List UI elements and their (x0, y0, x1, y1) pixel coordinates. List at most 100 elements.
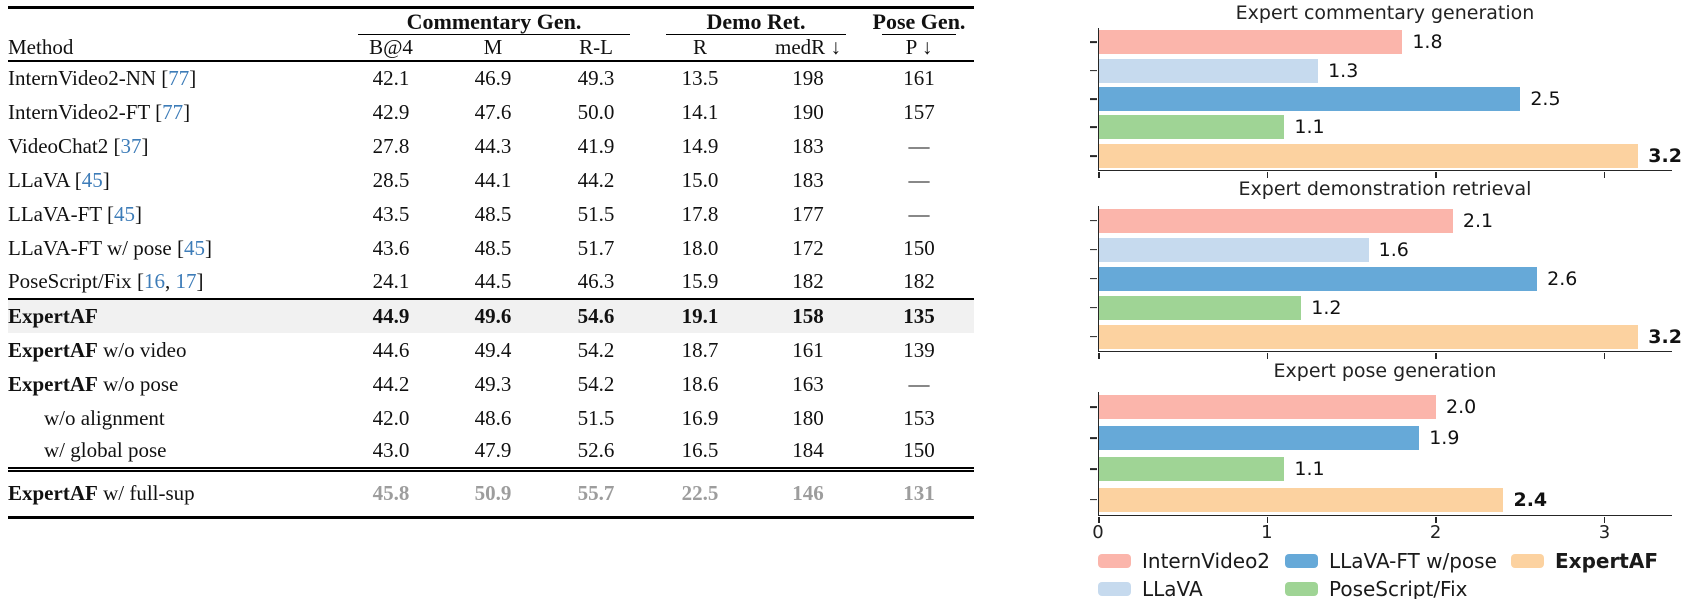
value-cell: 50.9 (474, 481, 512, 505)
method-cell: InternVideo2-NN [77] (8, 66, 197, 90)
bar-value-label: 1.1 (1294, 457, 1325, 480)
value-cell: 48.6 (474, 405, 512, 430)
bar-row: 1.1 (1099, 456, 1672, 481)
results-table: Commentary Gen. Demo Ret. Pose Gen. Meth… (8, 6, 974, 519)
value-cell: 183 (792, 167, 824, 192)
bar-row: 2.4 (1099, 487, 1672, 512)
x-axis-tick (1098, 353, 1100, 359)
bar-row: 1.2 (1099, 295, 1672, 320)
value-cell: 182 (792, 269, 824, 293)
bar-value-label: 1.9 (1429, 427, 1460, 450)
bar-row: 2.0 (1099, 395, 1672, 420)
bar-value-label: 2.6 (1547, 267, 1578, 290)
legend-swatch (1098, 582, 1131, 596)
table-section-2: ExpertAF w/ full-sup 45.8 50.9 55.7 22.5 146 1… (8, 469, 974, 517)
method-cell: w/ global pose (44, 438, 167, 463)
column-header-row: Method B@4 M R-L R medR ↓ P ↓ (8, 35, 974, 61)
value-cell: — (908, 371, 930, 396)
value-cell: 163 (792, 371, 824, 396)
value-cell: 15.0 (681, 167, 719, 192)
value-cell: 54.2 (577, 337, 615, 362)
bar-row: 2.6 (1099, 266, 1672, 291)
legend-label: LLaVA (1142, 577, 1203, 599)
column-header-method: Method (8, 35, 74, 59)
x-axis-tick (1435, 353, 1437, 359)
bar (1099, 266, 1538, 291)
group-header-spacer (8, 8, 340, 36)
value-cell: 146 (792, 481, 824, 505)
value-cell: — (908, 167, 930, 192)
citation-link[interactable]: 77 (168, 66, 190, 90)
bar-value-label: 3.2 (1648, 144, 1682, 167)
chart-legend: InternVideo2 LLaVA-FT w/pose ExpertAF LLaVA… (1098, 549, 1685, 599)
x-axis-tick-label: 0 (1092, 522, 1104, 543)
value-cell: 49.4 (474, 337, 512, 362)
value-cell: 42.0 (372, 405, 410, 430)
value-cell: 54.6 (544, 299, 648, 333)
value-cell: 41.9 (577, 133, 615, 158)
bar-value-label: 2.5 (1530, 87, 1561, 110)
value-cell: 49.3 (577, 66, 615, 90)
bar-value-label: 2.1 (1462, 209, 1494, 232)
column-header-medr: medR ↓ (775, 35, 841, 59)
value-cell: 28.5 (372, 167, 410, 192)
bar (1099, 30, 1403, 55)
value-cell: 44.2 (577, 167, 615, 192)
chart-plot: 2.0 1.9 1.1 2.4 (1098, 392, 1672, 523)
bar-value-label: 3.2 (1648, 325, 1682, 348)
value-cell: 150 (903, 438, 935, 463)
x-axis-tick (1098, 172, 1100, 178)
citation-link[interactable]: 77 (162, 99, 184, 124)
legend-label: PoseScript/Fix (1329, 577, 1468, 599)
column-header-rl: R-L (579, 35, 613, 59)
value-cell: — (908, 201, 930, 226)
value-cell: 51.7 (577, 235, 615, 260)
value-cell: 54.2 (577, 371, 615, 396)
value-cell: 150 (903, 235, 935, 260)
legend-item: LLaVA (1098, 577, 1203, 599)
value-cell: 46.9 (474, 66, 512, 90)
column-header-p: P ↓ (905, 35, 933, 59)
citation-link[interactable]: 45 (113, 201, 135, 226)
method-cell: ExpertAF w/ full-sup (8, 481, 195, 505)
value-cell: 27.8 (372, 133, 410, 158)
citation-link[interactable]: 17 (175, 269, 197, 293)
value-cell: 44.1 (474, 167, 512, 192)
value-cell: 135 (864, 299, 974, 333)
table-row: LLaVA-FT w/ pose [45] 43.6 48.5 51.7 18.0 172… (8, 231, 974, 265)
citation-link[interactable]: 16 (143, 269, 165, 293)
method-cell: InternVideo2-FT [77] (8, 99, 191, 124)
value-cell: 16.9 (681, 405, 719, 430)
column-header-b4: B@4 (369, 35, 413, 59)
value-cell: 46.3 (577, 269, 615, 293)
citation-link[interactable]: 45 (81, 167, 103, 192)
value-cell: 172 (792, 235, 824, 260)
table-section-0: InternVideo2-NN [77] 42.1 46.9 49.3 13.5 198 1… (8, 61, 974, 299)
citation-link[interactable]: 37 (120, 133, 142, 158)
charts-panel: Expert commentary generation 1.8 1.3 2.5 1.… (990, 0, 1685, 599)
table-row: w/ global pose 43.0 47.9 52.6 16.5 184 150 (8, 435, 974, 469)
table-row: w/o alignment 42.0 48.6 51.5 16.9 180 153 (8, 401, 974, 435)
legend-swatch (1098, 554, 1131, 568)
bar-value-label: 1.2 (1311, 296, 1342, 319)
value-cell: 177 (792, 201, 824, 226)
method-cell: PoseScript/Fix [16, 17] (8, 269, 204, 293)
legend-label: ExpertAF (1555, 549, 1659, 573)
bar (1099, 487, 1504, 512)
group-header-demo: Demo Ret. (648, 8, 864, 36)
value-cell: 42.1 (372, 66, 410, 90)
citation-link[interactable]: 45 (183, 235, 205, 260)
value-cell: 48.5 (474, 235, 512, 260)
table-section-1: ExpertAF 44.9 49.6 54.6 19.1 158 135 ExpertAF w… (8, 299, 974, 469)
value-cell: 184 (792, 438, 824, 463)
value-cell: 49.6 (442, 299, 544, 333)
x-axis-tick (1266, 517, 1269, 523)
value-cell: 139 (903, 337, 935, 362)
x-axis-tick (1098, 517, 1100, 523)
x-axis-tick (1435, 172, 1437, 178)
bar (1099, 115, 1285, 140)
bar-value-label: 1.6 (1378, 238, 1409, 261)
chart-pose: Expert pose generation 2.0 1.9 1.1 2.4 0 1 2 3 (990, 360, 1685, 548)
value-cell: 50.0 (577, 99, 615, 124)
